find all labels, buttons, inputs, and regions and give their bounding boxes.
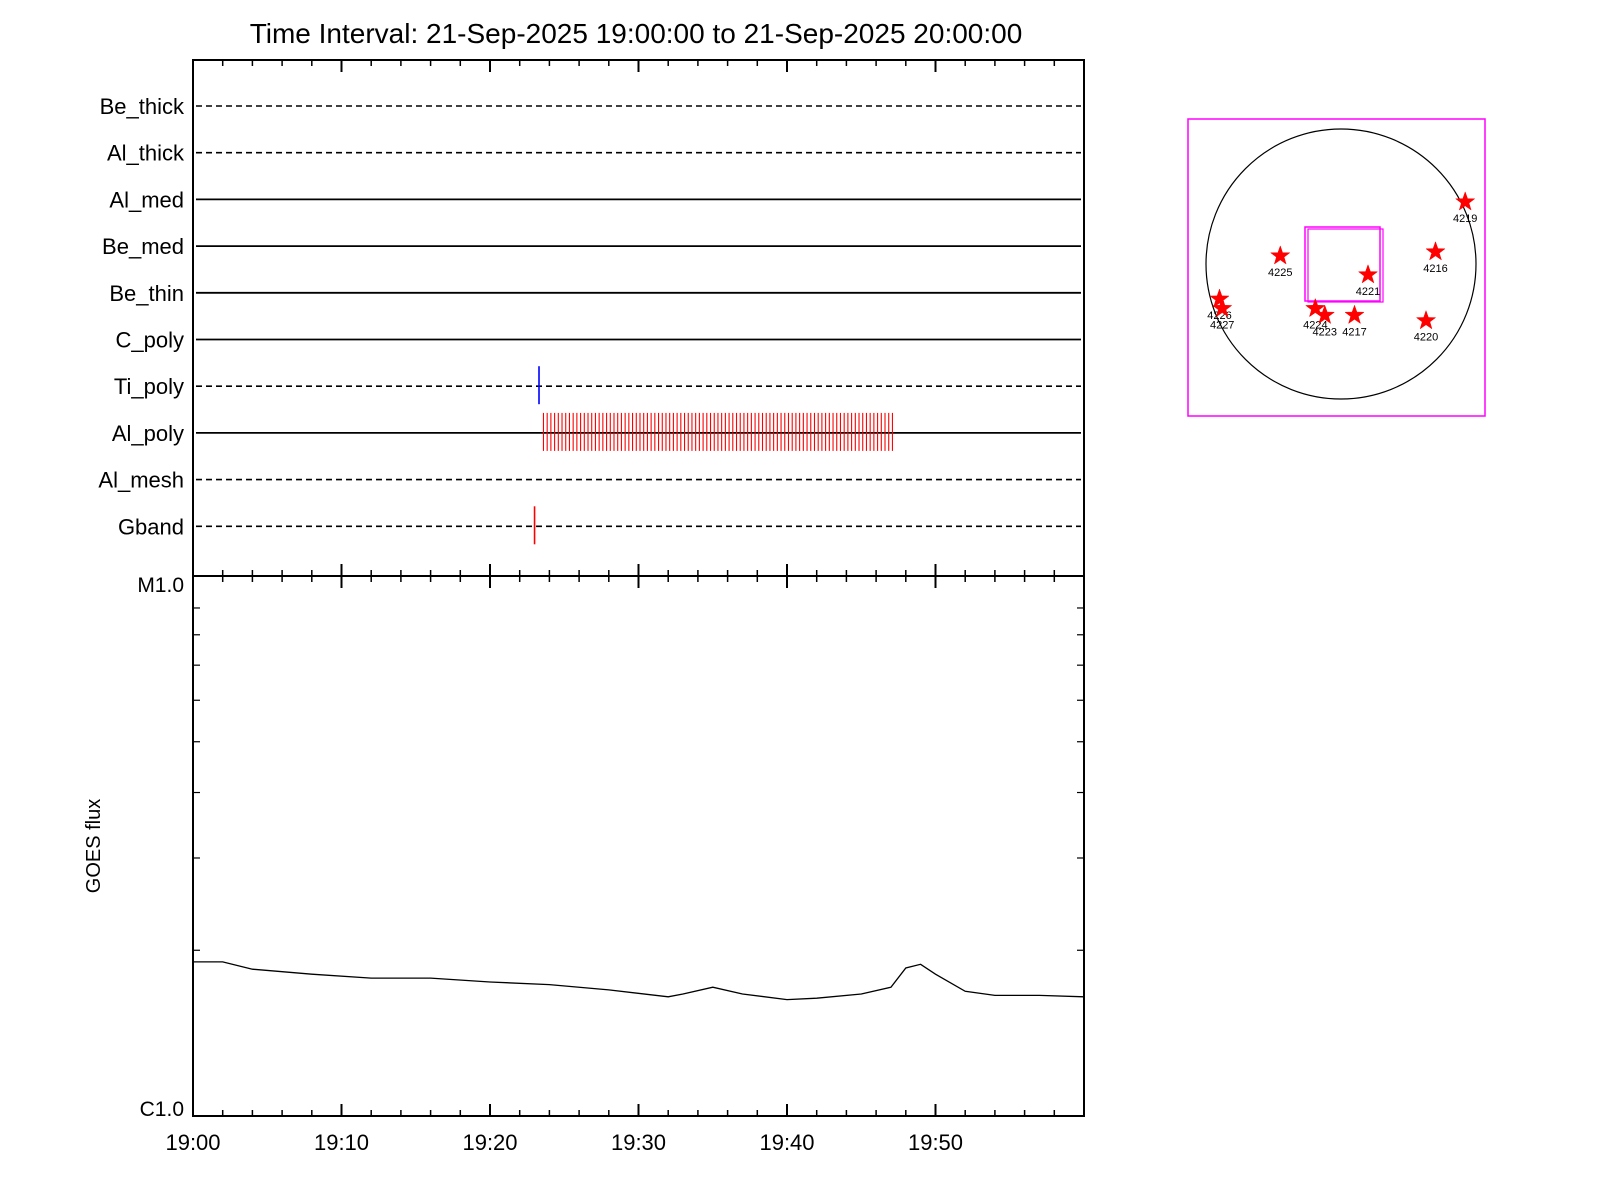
channel-label: Be_med xyxy=(102,234,184,259)
channel-row-c-poly: C_poly xyxy=(116,328,1081,353)
active-region-marker xyxy=(1415,309,1437,330)
channel-label: Be_thin xyxy=(109,281,184,306)
active-region-label: 4224 xyxy=(1303,320,1327,332)
y-tick-label: M1.0 xyxy=(137,574,184,597)
channel-row-be-thick: Be_thick xyxy=(100,94,1081,119)
channel-row-al-thick: Al_thick xyxy=(107,141,1081,166)
chart-title: Time Interval: 21-Sep-2025 19:00:00 to 2… xyxy=(250,18,1023,49)
channel-row-be-thin: Be_thin xyxy=(109,281,1081,306)
x-tick-label: 19:00 xyxy=(165,1130,220,1155)
active-region-label: 4220 xyxy=(1414,332,1438,344)
map-frame xyxy=(1187,118,1486,417)
active-region-label: 4217 xyxy=(1342,326,1366,338)
channel-label: Al_mesh xyxy=(98,468,184,493)
fov-box xyxy=(1307,228,1384,303)
goes-flux-line xyxy=(193,961,1085,1001)
active-region-label: 4225 xyxy=(1268,267,1292,279)
timeline-panel: Be_thick Al_thick Al_med Be_med Be_thin C_pol… xyxy=(98,59,1085,577)
channel-label: Ti_poly xyxy=(114,374,184,399)
active-region-label: 4216 xyxy=(1423,263,1447,275)
fov-box xyxy=(1304,226,1381,302)
timeline-frame xyxy=(192,59,1085,577)
y-tick-label: C1.0 xyxy=(140,1098,184,1121)
x-tick-label: 19:20 xyxy=(462,1130,517,1155)
active-region-label: 4221 xyxy=(1356,286,1380,298)
channel-row-al-med: Al_med xyxy=(109,187,1081,212)
active-region-marker xyxy=(1425,241,1446,261)
active-region-marker xyxy=(1209,288,1230,308)
channel-label: Be_thick xyxy=(100,94,185,119)
y-axis-label: GOES flux xyxy=(83,799,105,893)
channel-row-al-poly: Al_poly xyxy=(112,412,1081,451)
active-region-label: 4219 xyxy=(1453,213,1477,225)
channel-row-al-mesh: Al_mesh xyxy=(98,468,1081,493)
active-region-marker xyxy=(1305,297,1326,318)
x-tick-label: 19:50 xyxy=(908,1130,963,1155)
active-region-marker xyxy=(1314,304,1336,325)
active-region-label: 4223 xyxy=(1313,326,1337,338)
active-region-marker xyxy=(1357,264,1379,284)
x-axis: 19:00 19:10 19:20 19:30 19:40 19:50 xyxy=(165,60,1056,1155)
goes-frame xyxy=(192,575,1085,1117)
active-region-marker xyxy=(1344,304,1365,325)
channel-row-ti-poly: Ti_poly xyxy=(114,366,1081,405)
channel-label: Al_med xyxy=(109,187,184,212)
active-region-marker xyxy=(1454,191,1476,211)
active-region-label: 4227 xyxy=(1210,320,1234,332)
active-region-marker xyxy=(1211,297,1233,318)
channel-row-be-med: Be_med xyxy=(102,234,1081,259)
channel-label: C_poly xyxy=(116,328,184,353)
channel-label: Al_poly xyxy=(112,421,184,446)
x-tick-label: 19:40 xyxy=(759,1130,814,1155)
active-region-marker xyxy=(1269,245,1291,265)
channel-row-gband: Gband xyxy=(118,506,1081,545)
x-tick-label: 19:30 xyxy=(611,1130,666,1155)
channel-label: Gband xyxy=(118,514,184,539)
solar-disk xyxy=(1205,128,1477,400)
goes-flux-panel: GOES flux M1.0 C1.0 xyxy=(83,574,1085,1121)
x-tick-label: 19:10 xyxy=(314,1130,369,1155)
channel-label: Al_thick xyxy=(107,141,185,166)
